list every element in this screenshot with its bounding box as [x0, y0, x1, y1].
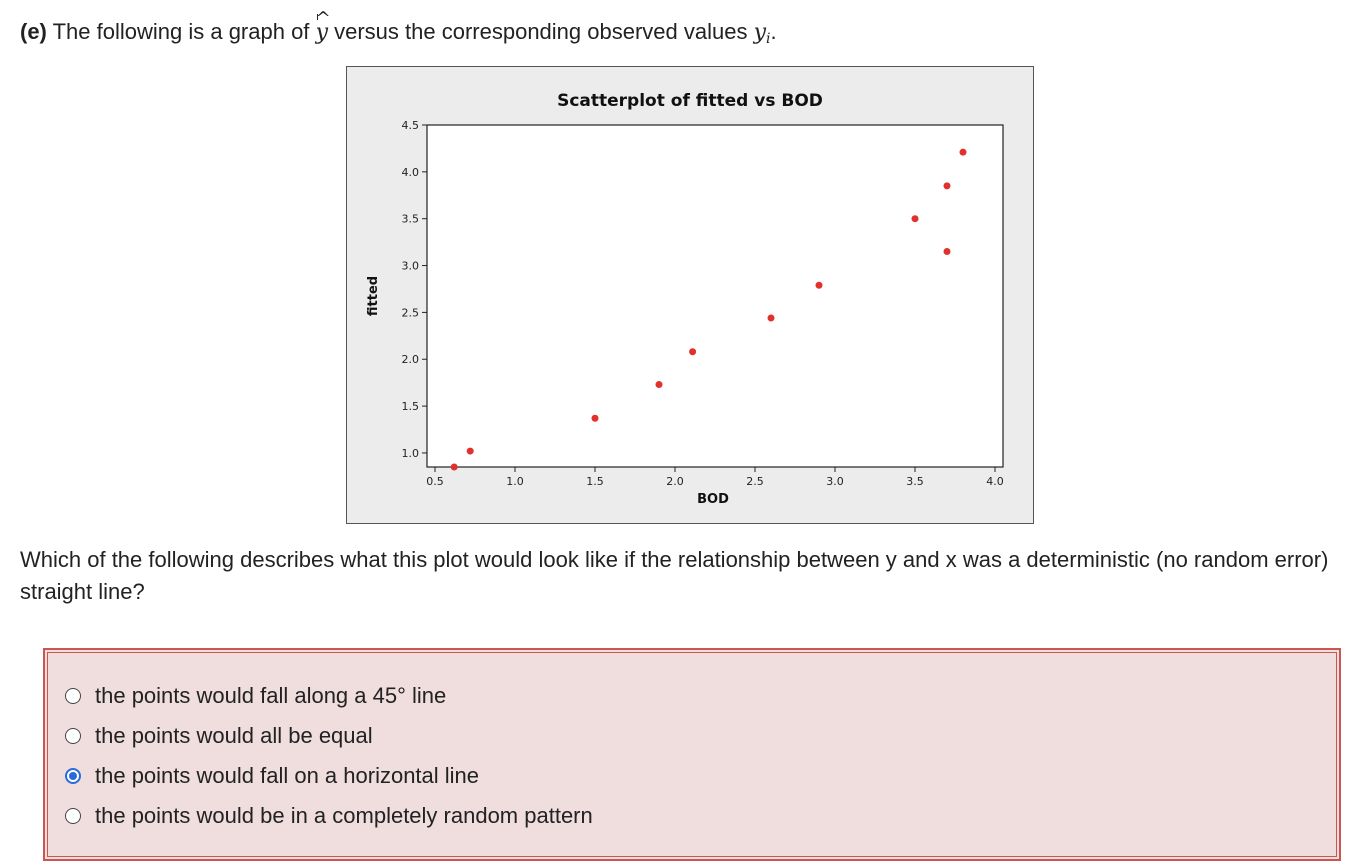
x-tick-label: 2.5 [746, 475, 764, 488]
y-tick-label: 4.5 [402, 119, 420, 132]
data-point [689, 348, 697, 356]
y-tick-label: 1.0 [402, 447, 420, 460]
x-tick-label: 2.0 [666, 475, 684, 488]
data-point [450, 463, 458, 471]
answer-option-label-4: the points would be in a completely rand… [95, 803, 593, 828]
data-point [655, 381, 663, 389]
radio-button-1[interactable] [65, 688, 81, 704]
answer-option-label-3: the points would fall on a horizontal li… [95, 763, 480, 788]
y-axis-label: fitted [366, 276, 381, 316]
question-period: . [770, 19, 777, 44]
answer-option-2[interactable]: the points would all be equal [65, 716, 593, 756]
radio-button-4[interactable] [65, 808, 81, 824]
data-point [911, 215, 919, 223]
y-axis-ticks: 1.0 1.5 2.0 2.5 3.0 3.5 4.0 4.5 [402, 119, 427, 460]
plot-area [426, 124, 1004, 468]
question-text-middle: versus the corresponding observed values [334, 19, 748, 44]
y-tick-label: 1.5 [402, 400, 420, 413]
observed-y-symbol: yi [753, 20, 771, 47]
data-point [815, 281, 823, 289]
question-header: (e) The following is a graph of ^ y versu… [20, 8, 777, 54]
chart-title: Scatterplot of fitted vs BOD [557, 91, 823, 111]
question-text-before: The following is a graph of [52, 19, 310, 44]
data-points [450, 148, 967, 471]
x-tick-label: 3.5 [906, 475, 924, 488]
data-point [943, 247, 951, 255]
x-axis-label: BOD [697, 492, 729, 507]
x-tick-label: 3.0 [826, 475, 844, 488]
scatterplot-figure: Scatterplot of fitted vs BOD 0.5 1.0 1.5 2.… [346, 66, 1034, 524]
x-tick-label: 4.0 [986, 475, 1004, 488]
radio-button-2[interactable] [65, 728, 81, 744]
y-tick-label: 4.0 [402, 166, 420, 179]
data-point [466, 447, 474, 455]
answer-options-box: the points would fall along a 45° line th… [43, 648, 1341, 861]
answer-option-4[interactable]: the points would be in a completely rand… [65, 796, 593, 836]
observed-y-subscript: i [766, 31, 771, 47]
y-tick-label: 2.5 [402, 306, 420, 319]
data-point [767, 314, 775, 322]
scatterplot-svg: Scatterplot of fitted vs BOD 0.5 1.0 1.5 2.… [366, 91, 1004, 507]
answer-options: the points would fall along a 45° line th… [65, 676, 593, 836]
x-axis-ticks: 0.5 1.0 1.5 2.0 2.5 3.0 3.5 4.0 [426, 467, 1004, 488]
data-point [943, 182, 951, 190]
y-tick-label: 3.0 [402, 260, 420, 273]
y-tick-label: 2.0 [402, 353, 420, 366]
answer-option-label-1: the points would fall along a 45° line [95, 683, 447, 708]
x-tick-label: 1.0 [506, 475, 524, 488]
radio-button-3[interactable] [65, 768, 81, 784]
answer-option-1[interactable]: the points would fall along a 45° line [65, 676, 593, 716]
question-prompt: Which of the following describes what th… [20, 547, 1329, 604]
part-label: (e) [20, 19, 47, 44]
data-point [959, 148, 967, 156]
y-hat-letter: y [315, 20, 328, 45]
y-tick-label: 3.5 [402, 213, 420, 226]
y-hat-symbol: ^ y [315, 8, 331, 48]
observed-y-letter: y [753, 20, 767, 45]
hat-mark: ^ [315, 8, 331, 29]
x-tick-label: 0.5 [426, 475, 444, 488]
x-tick-label: 1.5 [586, 475, 604, 488]
answer-option-3[interactable]: the points would fall on a horizontal li… [65, 756, 593, 796]
data-point [591, 414, 599, 422]
answer-option-label-2: the points would all be equal [95, 723, 373, 748]
